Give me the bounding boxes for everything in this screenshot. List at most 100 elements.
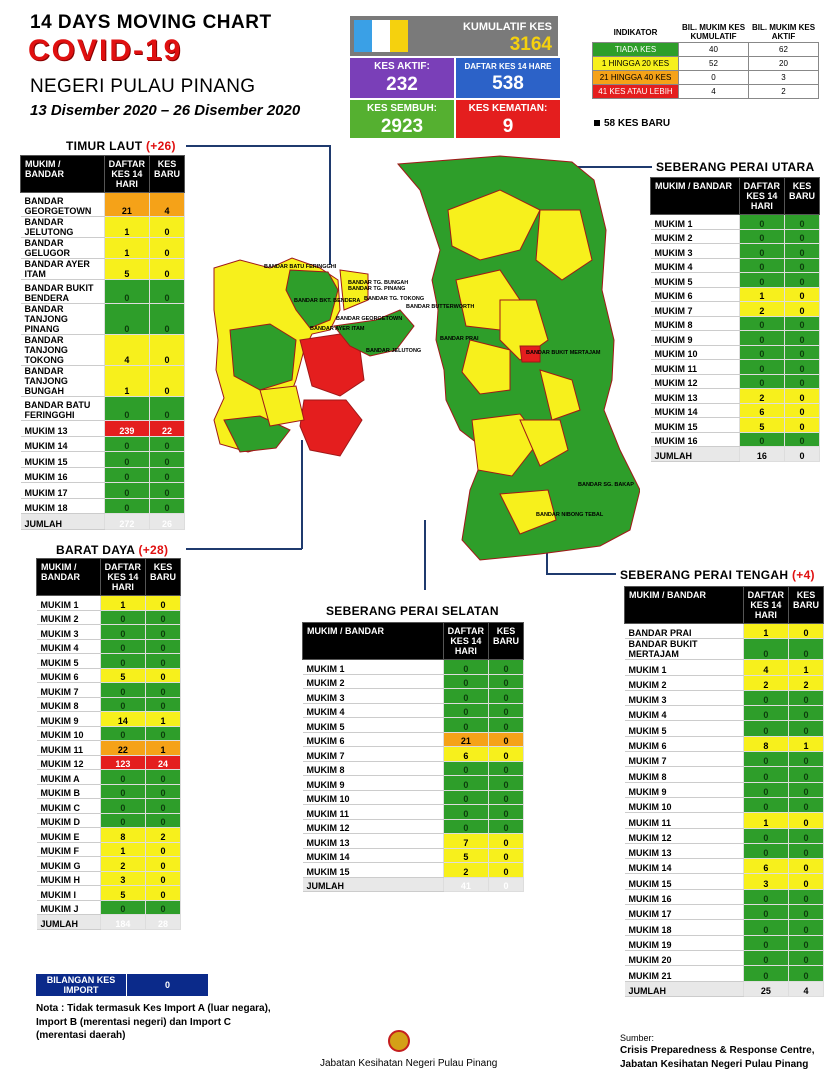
column-header: DAFTAR KES 14 HARI <box>99 558 147 596</box>
map-label: BANDAR JELUTONG <box>366 348 421 354</box>
kes-baru-cell: 0 <box>788 965 824 982</box>
mainland-map <box>396 155 640 561</box>
kes-baru-cell: 0 <box>149 237 185 259</box>
total-row: JUMLAH 184 28 <box>36 914 181 930</box>
row-label: MUKIM 9 <box>650 330 740 346</box>
row-label: MUKIM 3 <box>302 688 444 704</box>
sembuh-label: KES SEMBUH: <box>366 103 437 114</box>
row-label: BANDAR PRAI <box>624 623 744 640</box>
table-row: BANDAR BUKIT BENDERA 0 0 <box>20 279 185 304</box>
row-label: MUKIM 6 <box>650 287 740 302</box>
daftar-kes-cell: 0 <box>742 796 790 814</box>
daftar-kes-cell: 0 <box>442 688 490 704</box>
map-label: BANDAR BKT. BENDERA <box>294 298 360 304</box>
daftar-kes-cell: 2 <box>742 674 790 691</box>
daftar-kes-cell: 3 <box>99 870 147 886</box>
daftar-kes-cell: 1 <box>99 841 147 857</box>
kes-baru-cell: 0 <box>149 466 185 483</box>
row-label: BANDAR BUKIT MERTAJAM <box>624 638 744 661</box>
daftar-kes-cell: 1 <box>742 812 790 829</box>
row-label: MUKIM 12 <box>302 819 444 834</box>
total-label: JUMLAH <box>624 981 744 997</box>
daftar-kes-cell: 4 <box>103 334 151 366</box>
kumulatif-box: KUMULATIF KES 3164 <box>350 16 558 56</box>
kes-baru-cell: 0 <box>488 847 524 863</box>
section-title-barat-daya: BARAT DAYA (+28) <box>56 543 169 557</box>
import-note: Nota : Tidak termasuk Kes Import A (luar… <box>36 1003 271 1041</box>
daftar-kes-cell: 0 <box>442 702 490 718</box>
aktif-box: KES AKTIF: 232 <box>350 58 454 98</box>
daftar-value: 538 <box>492 73 524 94</box>
kes-baru-cell: 0 <box>145 899 181 915</box>
column-header: MUKIM / BANDAR <box>650 177 740 215</box>
daftar-kes-cell: 0 <box>742 827 790 844</box>
indicator-header: INDIKATOR <box>613 27 658 37</box>
table-row: MUKIM 21 0 0 <box>624 965 824 982</box>
indicator-value: 2 <box>748 84 819 99</box>
map-label: BANDAR SG. BAKAP <box>578 482 634 488</box>
kes-baru-cell: 0 <box>784 344 820 360</box>
row-label: MUKIM 13 <box>624 843 744 860</box>
indicator-table: INDIKATOR BIL. MUKIM KES KUMULATIF BIL. … <box>592 22 819 99</box>
row-label: MUKIM 12 <box>650 374 740 389</box>
row-label: MUKIM 6 <box>624 736 744 753</box>
kes-baru-cell: 0 <box>488 789 524 805</box>
kes-baru-cell: 0 <box>149 497 185 514</box>
row-label: MUKIM 18 <box>20 498 105 514</box>
total-value: 25 <box>742 980 790 997</box>
map-label: BANDAR TG. TOKONG <box>364 296 424 302</box>
row-label: MUKIM 17 <box>624 904 744 921</box>
kes-baru-cell: 22 <box>149 420 185 437</box>
column-header: MUKIM / BANDAR <box>302 622 444 660</box>
daftar-kes-cell: 0 <box>742 919 790 936</box>
kes-baru-cell: 0 <box>784 431 820 447</box>
daftar-kes-cell: 0 <box>103 451 151 468</box>
kes-baru-cell: 0 <box>784 330 820 346</box>
daftar-kes-cell: 0 <box>738 272 786 288</box>
kes-baru-cell: 0 <box>784 301 820 317</box>
kes-baru-cell: 24 <box>145 754 181 770</box>
kes-baru-cell: 0 <box>788 949 824 967</box>
kes-baru-cell: 0 <box>784 359 820 375</box>
table-row: MUKIM 15 5 0 <box>650 417 820 433</box>
row-label: BANDAR TANJONG BUNGAH <box>20 365 105 397</box>
row-label: MUKIM 5 <box>302 717 444 733</box>
kes-baru-cell: 0 <box>784 286 820 302</box>
daftar-kes-cell: 0 <box>442 789 490 805</box>
footer-agency: Jabatan Kesihatan Negeri Pulau Pinang <box>320 1058 498 1069</box>
table-row: MUKIM 17 0 0 <box>624 904 824 921</box>
table-row: MUKIM 14 6 0 <box>650 402 820 418</box>
indicator-label: 21 HINGGA 40 KES <box>592 70 679 85</box>
daftar-kes-cell: 0 <box>742 934 790 951</box>
total-value: 0 <box>488 876 524 892</box>
row-label: MUKIM 19 <box>624 935 744 951</box>
map-label: BANDAR BATU FERINGGHI <box>264 264 337 270</box>
kes-baru-cell: 0 <box>488 833 524 849</box>
row-label: MUKIM G <box>36 856 101 872</box>
table-row: BANDAR TANJONG BUNGAH 1 0 <box>20 365 185 397</box>
daftar-kes-cell: 0 <box>99 696 147 712</box>
table-row: MUKIM 6 21 0 <box>302 731 524 747</box>
daftar-kes-cell: 0 <box>442 659 490 675</box>
row-label: MUKIM 12 <box>36 755 101 770</box>
kes-baru-cell: 0 <box>145 798 181 814</box>
table-row: MUKIM 13 0 0 <box>624 842 824 860</box>
daftar-kes-cell: 0 <box>742 638 790 661</box>
daftar-kes-cell: 1 <box>742 622 790 640</box>
row-label: MUKIM C <box>36 798 101 814</box>
daftar-kes-cell: 4 <box>742 659 790 676</box>
kes-baru-cell: 0 <box>488 804 524 820</box>
row-label: MUKIM 21 <box>624 965 744 982</box>
